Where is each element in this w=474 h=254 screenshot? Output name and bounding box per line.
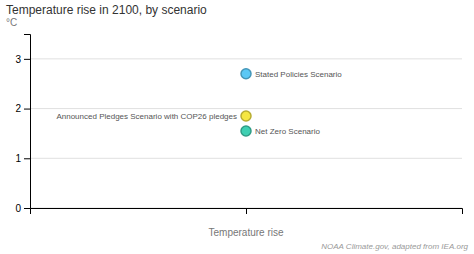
point-labels: Stated Policies Scenario Announced Pledge…: [56, 70, 342, 136]
y-tick-mark: [24, 59, 30, 60]
point-label: Announced Pledges Scenario with COP26 pl…: [56, 112, 237, 121]
x-label: Temperature rise: [208, 227, 283, 238]
x-tick: [246, 208, 247, 214]
y-axis-line: [24, 35, 31, 209]
point-label: Stated Policies Scenario: [255, 70, 342, 79]
y-axis: 0 1 2 3: [15, 35, 30, 214]
plot: 0 1 2 3 Stated Policies Scenario Announced Pl…: [15, 35, 462, 215]
point: [241, 126, 251, 136]
point: [241, 69, 251, 79]
y-tick-mark: [24, 208, 30, 209]
y-tick: 1: [15, 153, 30, 164]
x-axis-line: [31, 209, 463, 215]
points: [241, 69, 251, 136]
y-tick-label: 0: [15, 203, 21, 214]
point-label: Net Zero Scenario: [255, 127, 320, 136]
y-tick-mark: [24, 158, 30, 159]
title: Temperature rise in 2100, by scenario: [6, 3, 207, 17]
y-tick-mark: [24, 109, 30, 110]
y-tick: 0: [15, 203, 30, 214]
y-tick: 3: [15, 54, 30, 65]
y-tick-label: 2: [15, 103, 21, 114]
annotation: NOAA Climate.gov, adapted from IEA.org: [321, 242, 468, 251]
x-axis: [31, 208, 463, 214]
chart: Temperature rise in 2100, by scenario 0 1 2…: [0, 0, 474, 254]
y-tick-label: 1: [15, 153, 21, 164]
y-tick-label: 3: [15, 54, 21, 65]
grid: [30, 59, 462, 208]
x-tick-mark: [246, 208, 247, 214]
point: [241, 111, 251, 121]
y-label: °C: [6, 17, 17, 28]
y-tick: 2: [15, 103, 30, 114]
grid-line: [30, 108, 462, 109]
grid-line: [30, 158, 462, 159]
grid-line: [30, 58, 462, 59]
